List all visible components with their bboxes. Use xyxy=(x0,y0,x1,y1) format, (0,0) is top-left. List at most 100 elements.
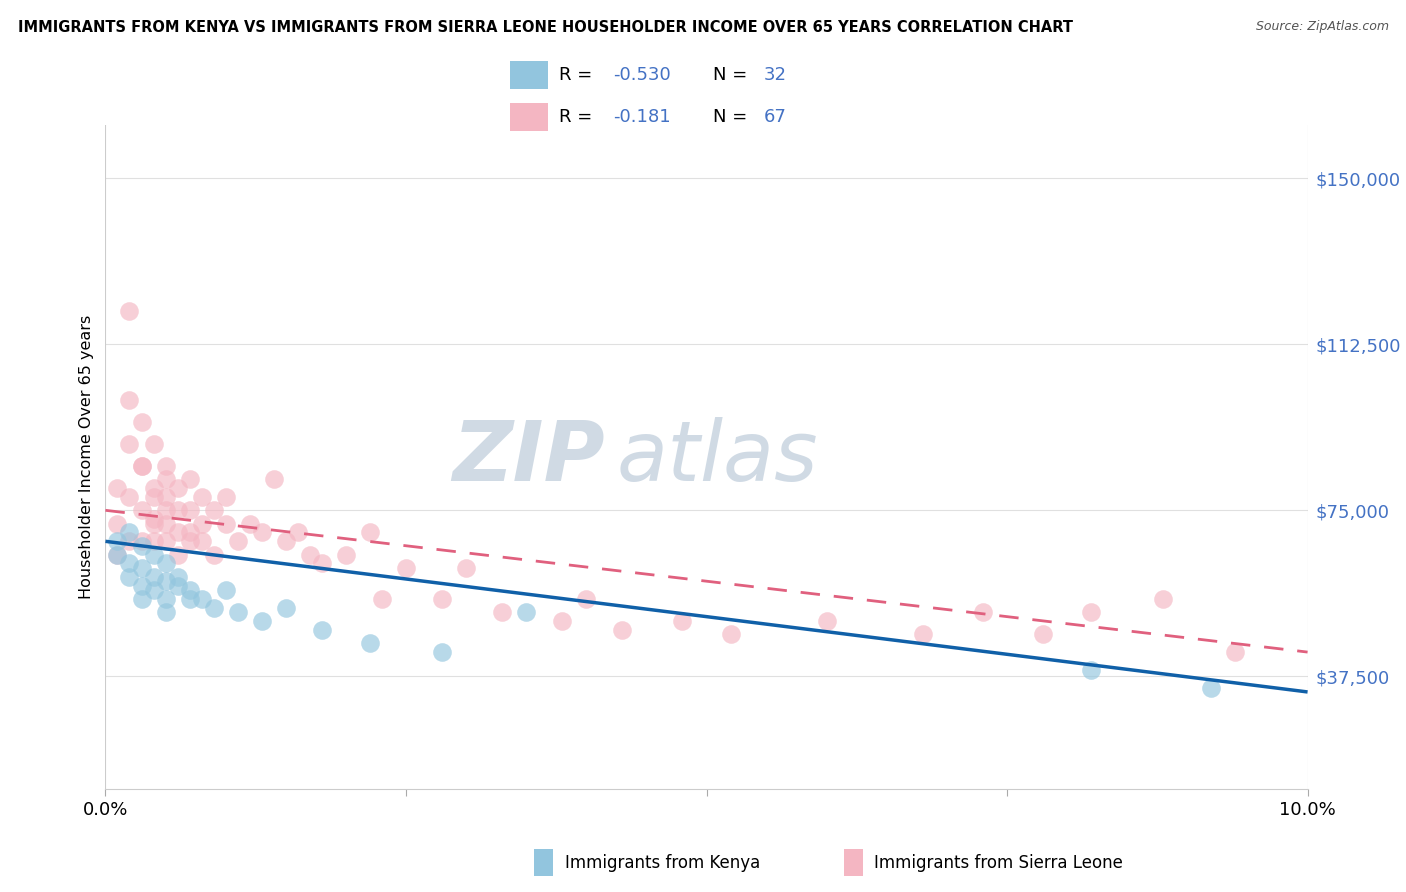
Point xyxy=(179,503,201,517)
Point xyxy=(155,605,177,619)
Point xyxy=(166,525,188,540)
Text: 67: 67 xyxy=(763,108,786,127)
Point xyxy=(179,591,201,606)
Point xyxy=(359,636,381,650)
Point xyxy=(179,472,201,486)
Point xyxy=(131,458,153,473)
Point xyxy=(131,415,153,429)
Point xyxy=(911,627,934,641)
Point xyxy=(1080,663,1102,677)
Point xyxy=(190,534,212,549)
Text: ZIP: ZIP xyxy=(451,417,605,498)
Point xyxy=(1032,627,1054,641)
Point xyxy=(214,583,236,598)
Point xyxy=(274,600,297,615)
Point xyxy=(142,437,165,451)
Point xyxy=(155,472,177,486)
Point xyxy=(263,472,285,486)
Text: N =: N = xyxy=(713,66,748,85)
Point xyxy=(166,579,188,593)
Point xyxy=(612,623,634,637)
Point xyxy=(131,579,153,593)
Text: Immigrants from Kenya: Immigrants from Kenya xyxy=(565,854,759,871)
Point xyxy=(166,570,188,584)
Point xyxy=(454,561,477,575)
Point xyxy=(1225,645,1247,659)
Point xyxy=(430,645,453,659)
Point xyxy=(515,605,537,619)
Point xyxy=(142,481,165,495)
Point xyxy=(155,557,177,571)
Point xyxy=(107,548,129,562)
Point xyxy=(155,458,177,473)
Point xyxy=(131,503,153,517)
Text: Immigrants from Sierra Leone: Immigrants from Sierra Leone xyxy=(873,854,1123,871)
Point xyxy=(250,614,273,628)
Point xyxy=(118,534,141,549)
Point xyxy=(118,392,141,407)
Point xyxy=(214,516,236,531)
Point xyxy=(430,591,453,606)
Point xyxy=(155,503,177,517)
Point xyxy=(131,561,153,575)
Point xyxy=(142,534,165,549)
Point xyxy=(250,525,273,540)
Point xyxy=(298,548,321,562)
Point xyxy=(131,539,153,553)
Point xyxy=(671,614,693,628)
Point xyxy=(287,525,309,540)
Point xyxy=(551,614,574,628)
Point xyxy=(131,534,153,549)
Point xyxy=(107,481,129,495)
Point xyxy=(107,534,129,549)
Point xyxy=(179,525,201,540)
Text: R =: R = xyxy=(558,108,592,127)
Point xyxy=(202,503,225,517)
Point xyxy=(239,516,262,531)
Point xyxy=(118,570,141,584)
Point xyxy=(972,605,994,619)
Point xyxy=(142,583,165,598)
Point xyxy=(155,591,177,606)
Point xyxy=(371,591,394,606)
Point xyxy=(190,591,212,606)
Point xyxy=(214,490,236,504)
Point xyxy=(179,583,201,598)
Point xyxy=(190,516,212,531)
Point xyxy=(118,437,141,451)
Text: -0.530: -0.530 xyxy=(613,66,671,85)
Point xyxy=(155,490,177,504)
Point xyxy=(142,548,165,562)
Point xyxy=(107,516,129,531)
Point xyxy=(359,525,381,540)
Point xyxy=(395,561,418,575)
Point xyxy=(202,600,225,615)
Point xyxy=(720,627,742,641)
Y-axis label: Householder Income Over 65 years: Householder Income Over 65 years xyxy=(79,315,94,599)
Point xyxy=(155,516,177,531)
Text: Source: ZipAtlas.com: Source: ZipAtlas.com xyxy=(1256,20,1389,33)
Point xyxy=(131,591,153,606)
Text: R =: R = xyxy=(558,66,592,85)
Point xyxy=(155,574,177,589)
Point xyxy=(190,490,212,504)
Text: 32: 32 xyxy=(763,66,787,85)
Point xyxy=(131,458,153,473)
Bar xyxy=(510,62,547,89)
Point xyxy=(815,614,838,628)
Point xyxy=(311,623,333,637)
Text: atlas: atlas xyxy=(616,417,818,498)
Point xyxy=(179,534,201,549)
Point xyxy=(491,605,513,619)
Point xyxy=(142,570,165,584)
Point xyxy=(118,525,141,540)
Point xyxy=(226,534,249,549)
Point xyxy=(274,534,297,549)
Point xyxy=(118,490,141,504)
Point xyxy=(118,557,141,571)
Point xyxy=(311,557,333,571)
Point xyxy=(335,548,357,562)
Point xyxy=(202,548,225,562)
Bar xyxy=(510,103,547,131)
Point xyxy=(142,512,165,526)
